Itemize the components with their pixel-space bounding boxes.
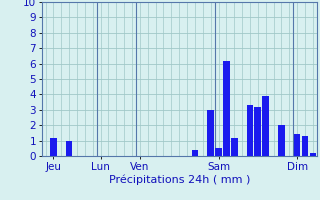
Bar (223, 61, 230, 156)
Bar (66, 141, 72, 156)
Bar (247, 105, 253, 156)
Bar (192, 150, 198, 156)
Bar (309, 153, 316, 156)
Bar (262, 96, 269, 156)
Bar (207, 110, 214, 156)
Bar (215, 148, 222, 156)
Bar (231, 138, 237, 156)
Bar (254, 107, 261, 156)
Bar (278, 125, 285, 156)
Bar (302, 136, 308, 156)
Bar (50, 138, 57, 156)
Bar (294, 134, 300, 156)
X-axis label: Précipitations 24h ( mm ): Précipitations 24h ( mm ) (108, 174, 250, 185)
